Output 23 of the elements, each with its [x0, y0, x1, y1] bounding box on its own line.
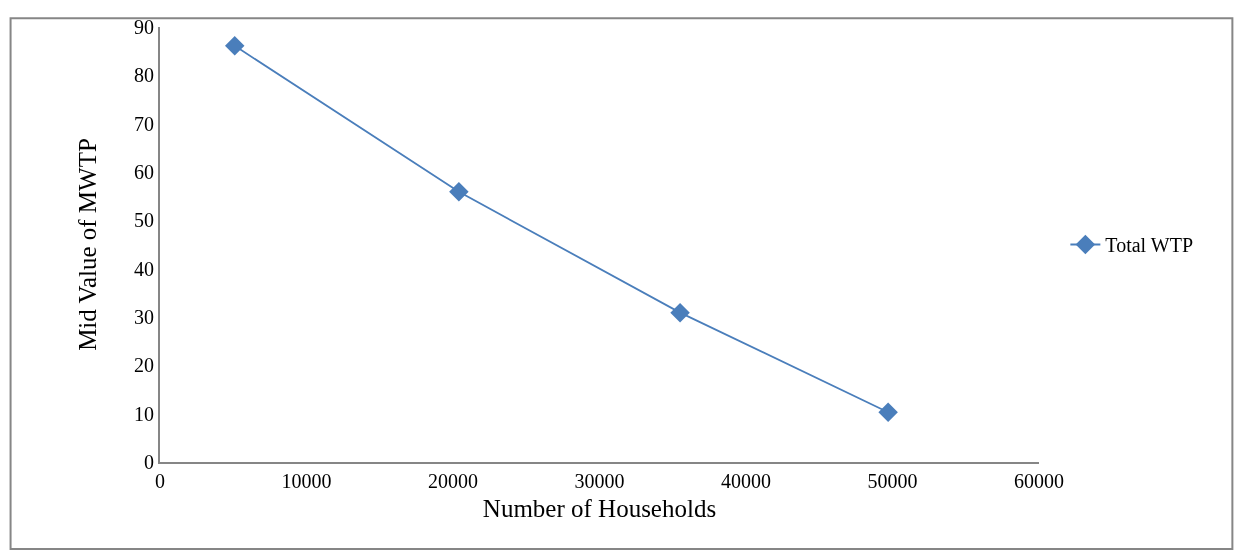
x-tick-label: 60000 [1014, 470, 1064, 492]
y-tick-label: 70 [134, 112, 154, 135]
y-tick-label: 90 [134, 16, 154, 38]
x-tick-label: 10000 [281, 470, 332, 492]
point [670, 302, 690, 323]
x-tick-label: 50000 [867, 470, 918, 492]
legend-label: Total WTP [1105, 234, 1194, 257]
y-tick-label: 40 [134, 257, 154, 280]
y-tick-label: 0 [144, 451, 154, 473]
y-tick-label: 20 [134, 354, 154, 377]
y-tick-label: 10 [134, 402, 154, 425]
point [878, 402, 898, 422]
y-tick-label: 60 [134, 161, 154, 183]
y-tick-label: 30 [134, 306, 154, 328]
x-tick-label: 20000 [428, 470, 478, 492]
x-tick-label: 40000 [721, 470, 771, 492]
y-tick-label: 80 [134, 64, 154, 87]
y-axis-title: Mid Value of MWTP [74, 138, 102, 351]
point [449, 182, 469, 202]
x-axis-title: Number of Households [482, 494, 717, 522]
y-tick-label: 50 [134, 209, 154, 232]
x-tick-label: 30000 [574, 470, 625, 492]
point [224, 36, 245, 56]
